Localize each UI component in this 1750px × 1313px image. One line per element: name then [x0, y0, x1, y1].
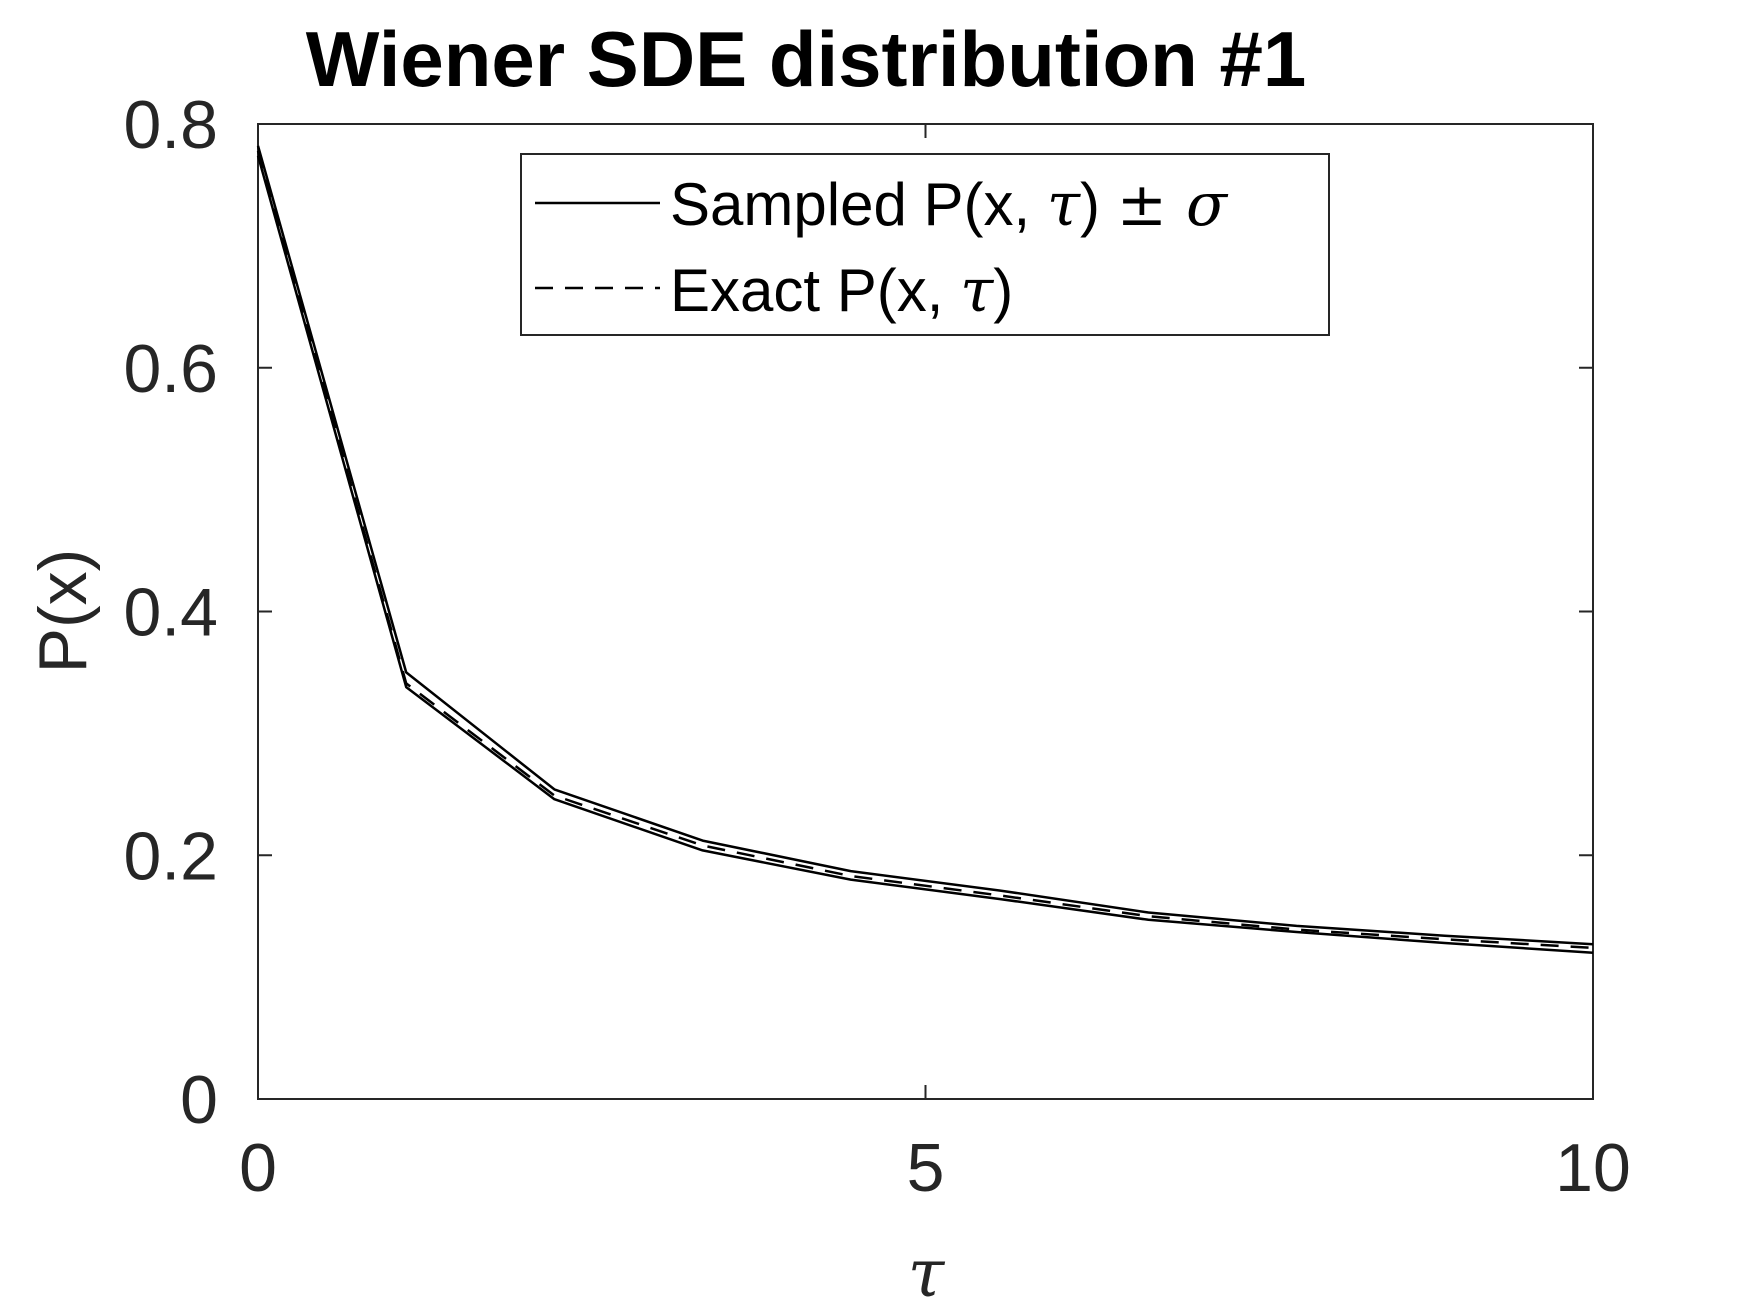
legend-sampled-pm: ± [1117, 170, 1167, 240]
legend-label-sampled: Sampled P(x, τ) ± σ [670, 170, 1229, 240]
y-tick-label: 0.4 [123, 575, 218, 651]
legend-sampled-sigma: σ [1167, 170, 1229, 240]
y-tick-label: 0 [180, 1062, 218, 1138]
y-tick-label: 0.2 [123, 818, 218, 894]
legend-sampled-prefix: Sampled P(x, [670, 171, 1047, 238]
legend-exact-close: ) [993, 257, 1013, 324]
chart-title: Wiener SDE distribution #1 [306, 15, 1306, 103]
series-group [256, 145, 1594, 955]
legend: Sampled P(x, τ) ± σ Exact P(x, τ) [520, 153, 1330, 336]
legend-sampled-close: ) [1080, 171, 1117, 238]
y-tick-label: 0.8 [123, 87, 218, 163]
y-tick-label: 0.6 [123, 331, 218, 407]
series-line-2 [256, 150, 1594, 950]
legend-label-exact: Exact P(x, τ) [670, 256, 1013, 326]
legend-exact-prefix: Exact P(x, [670, 257, 960, 324]
legend-exact-tau: τ [960, 256, 994, 326]
x-tick-label: 10 [1555, 1130, 1631, 1206]
y-axis-label: P(x) [25, 549, 101, 674]
x-tick-label: 0 [239, 1130, 277, 1206]
axis-ticks: 0 5 10 0 0.2 0.4 0.6 0.8 [123, 87, 1630, 1206]
series-line-1 [256, 155, 1594, 955]
series-line-0 [256, 145, 1594, 946]
x-axis-label: τ [908, 1235, 946, 1312]
x-tick-label: 5 [907, 1130, 945, 1206]
legend-sampled-tau: τ [1047, 170, 1081, 240]
legend-box [520, 153, 1330, 336]
